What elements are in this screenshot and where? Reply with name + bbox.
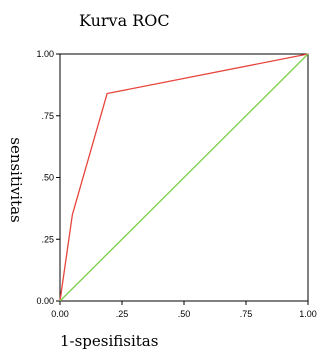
y-tick-label: 0.00 [36,296,54,306]
x-tick-label: 1.00 [299,309,317,319]
y-tick-label: 1.00 [36,49,54,59]
y-tick-label: .50 [41,173,54,183]
x-tick-label: .25 [116,309,129,319]
x-tick-label: .75 [240,309,253,319]
series-layer [59,53,309,302]
roc-curve-line [59,53,309,302]
y-axis-title: sensitivitas [7,137,25,223]
axis-ticks: 0.00 .25 .50 .75 1.00 0.00 .25 .50 .75 1.00 [36,49,316,319]
x-tick-label: .50 [178,309,191,319]
y-tick-label: .75 [41,111,54,121]
x-axis-title: 1-spesifisitas [60,332,158,350]
chart-title: Kurva ROC [79,11,170,30]
y-tick-label: .25 [41,234,54,244]
reference-diagonal-line [59,53,309,302]
x-tick-label: 0.00 [51,309,69,319]
